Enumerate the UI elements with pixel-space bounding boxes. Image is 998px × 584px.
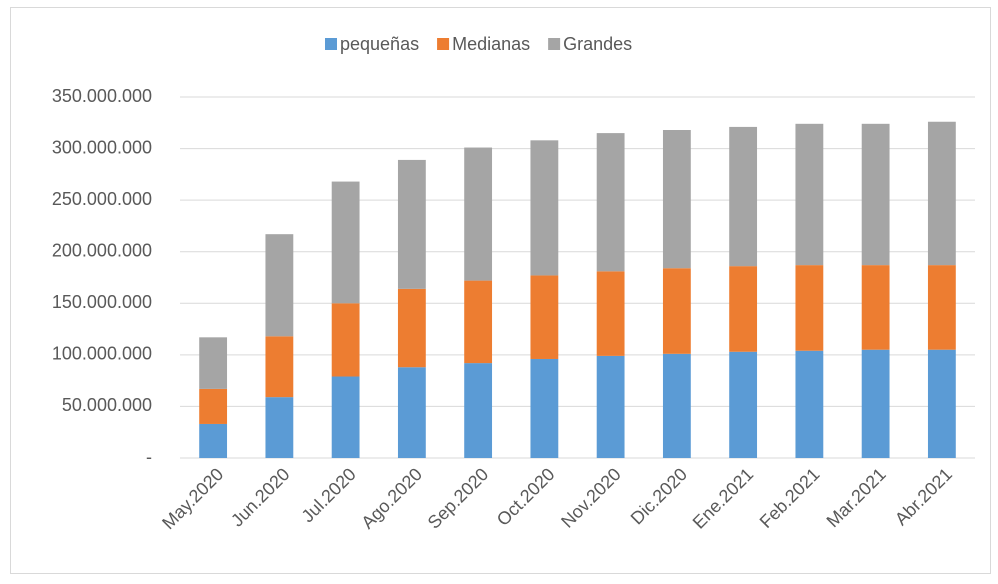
bar-segment xyxy=(464,363,493,458)
bar-segment xyxy=(927,265,956,350)
bar-segment xyxy=(861,349,890,458)
bar-segment xyxy=(464,147,493,281)
y-tick-label: 200.000.000 xyxy=(52,240,152,260)
bar-segment xyxy=(861,123,890,266)
bar-segment xyxy=(265,336,294,398)
y-tick-label: - xyxy=(146,447,152,467)
bar-segment xyxy=(927,121,956,266)
bar-segment xyxy=(199,337,228,389)
bar-segment xyxy=(397,367,426,458)
bar-segment xyxy=(795,350,824,458)
bar-segment xyxy=(662,130,691,269)
bar-segment xyxy=(662,268,691,354)
bar-segment xyxy=(596,355,625,458)
legend-label: Grandes xyxy=(563,34,632,54)
bar-segment xyxy=(530,140,559,276)
bar-segment xyxy=(265,234,294,337)
bar-segment xyxy=(397,288,426,368)
y-tick-label: 150.000.000 xyxy=(52,292,152,312)
legend-swatch xyxy=(548,38,561,50)
y-tick-label: 100.000.000 xyxy=(52,344,152,364)
bar-segment xyxy=(397,159,426,289)
bar-segment xyxy=(530,275,559,359)
bar-segment xyxy=(331,376,360,458)
bar-segment xyxy=(729,126,758,267)
bar-segment xyxy=(331,181,360,304)
bar-segment xyxy=(795,123,824,266)
legend-label: pequeñas xyxy=(340,34,419,54)
bar-segment xyxy=(199,423,228,458)
y-tick-label: 50.000.000 xyxy=(62,395,152,415)
bar-segment xyxy=(265,397,294,458)
legend-label: Medianas xyxy=(452,34,530,54)
bar-segment xyxy=(729,351,758,458)
bar-segment xyxy=(861,265,890,350)
legend-swatch xyxy=(437,38,450,50)
bar-segment xyxy=(596,271,625,356)
bar-segment xyxy=(331,303,360,377)
y-tick-label: 350.000.000 xyxy=(52,86,152,106)
chart-border xyxy=(10,7,991,574)
bar-segment xyxy=(927,349,956,458)
y-tick-label: 300.000.000 xyxy=(52,137,152,157)
bar-segment xyxy=(530,358,559,458)
bar-segment xyxy=(464,280,493,364)
bar-segment xyxy=(662,353,691,458)
y-tick-label: 250.000.000 xyxy=(52,189,152,209)
bar-segment xyxy=(199,388,228,424)
bar-segment xyxy=(729,266,758,352)
bar-segment xyxy=(596,133,625,272)
legend-swatch xyxy=(325,38,337,50)
bar-segment xyxy=(795,265,824,351)
